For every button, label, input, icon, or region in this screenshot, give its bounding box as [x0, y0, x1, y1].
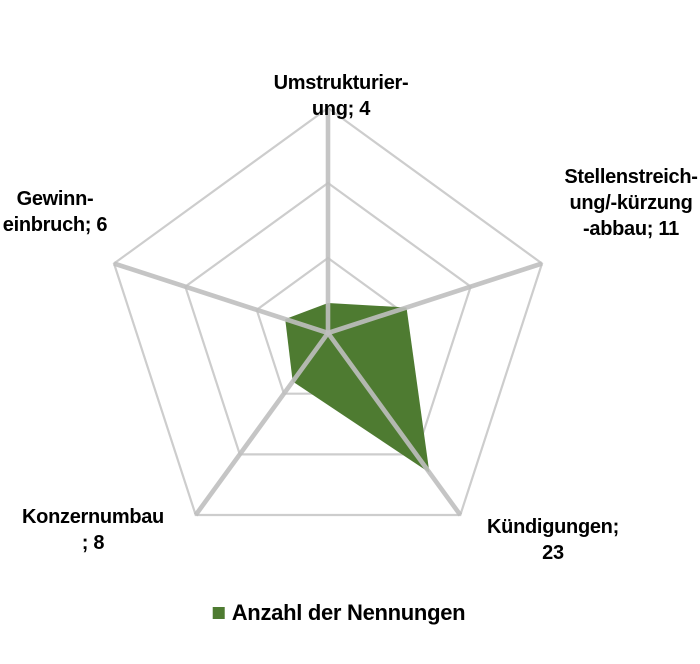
- axis-label-line: -abbau; 11: [583, 218, 679, 240]
- axis-label-line: ; 8: [81, 532, 105, 554]
- axis-label-line: Umstrukturier-: [273, 72, 409, 94]
- axis-label-kuendigungen: Kündigungen; 23: [487, 514, 619, 566]
- axis-label-line: 23: [542, 542, 564, 564]
- axis-label-gewinneinbruch: Gewinn- einbruch; 6: [3, 186, 108, 238]
- axis-label-umstrukturierung: Umstrukturier- ung; 4: [274, 70, 409, 122]
- axis-label-line: Stellenstreich-: [564, 166, 698, 188]
- axis-label-stellenstreichung: Stellenstreich- ung/-kürzung -abbau; 11: [564, 164, 698, 242]
- axis-label-line: Konzernumbau: [22, 506, 164, 528]
- axis-label-line: einbruch; 6: [2, 214, 108, 236]
- axis-label-line: ung/-kürzung: [569, 192, 693, 214]
- axis-label-line: ung; 4: [311, 98, 371, 120]
- legend: Anzahl der Nennungen: [212, 600, 466, 626]
- legend-swatch: [212, 607, 225, 619]
- legend-label: Anzahl der Nennungen: [231, 600, 466, 625]
- axis-label-line: Kündigungen;: [487, 516, 619, 538]
- axis-label-line: Gewinn-: [16, 188, 94, 210]
- axis-label-konzernumbau: Konzernumbau ; 8: [22, 504, 164, 556]
- radar-grid-axes: [113, 108, 543, 517]
